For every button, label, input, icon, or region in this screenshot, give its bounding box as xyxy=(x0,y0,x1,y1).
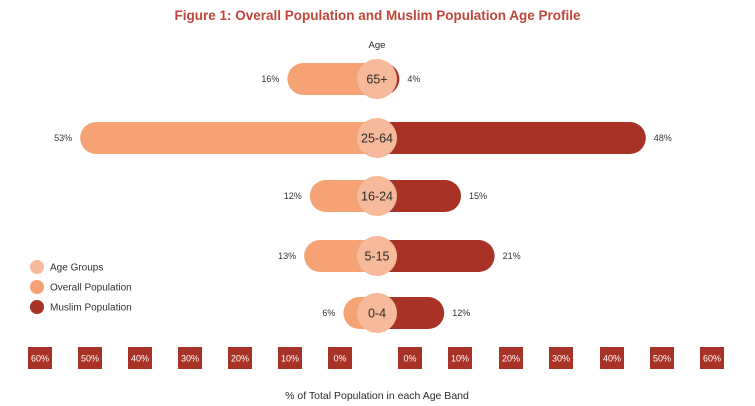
data-label-overall: 13% xyxy=(278,251,296,261)
bar-muslim-25-64 xyxy=(361,122,646,154)
tick-box xyxy=(600,347,624,369)
data-label-overall: 16% xyxy=(261,74,279,84)
tick-box xyxy=(178,347,202,369)
tick-box xyxy=(28,347,52,369)
tick-label: 0% xyxy=(333,354,346,364)
tick-label: 60% xyxy=(31,354,49,364)
tick-label: 40% xyxy=(603,354,621,364)
tick-label: 50% xyxy=(81,354,99,364)
tick-box xyxy=(499,347,523,369)
legend: Age Groups Overall Population Muslim Popul… xyxy=(30,260,132,314)
data-label-muslim: 4% xyxy=(407,74,420,84)
legend-swatch xyxy=(30,280,44,294)
tick-label: 40% xyxy=(131,354,149,364)
tick-box xyxy=(328,347,352,369)
tick-label: 30% xyxy=(181,354,199,364)
age-circle-16-24 xyxy=(357,176,397,216)
age-header: Age xyxy=(369,40,386,51)
bar-overall-25-64 xyxy=(80,122,393,154)
tick-label: 60% xyxy=(703,354,721,364)
tick-box xyxy=(650,347,674,369)
tick-box xyxy=(398,347,422,369)
bars-layer: 65+ 16% 4% 25-64 53% 48% 16-24 12% 15% 5-15 13% 21%… xyxy=(54,59,672,333)
data-label-overall: 12% xyxy=(284,191,302,201)
age-band-label: 25-64 xyxy=(361,132,393,146)
age-band-label: 16-24 xyxy=(361,190,393,204)
age-circle-5-15 xyxy=(357,236,397,276)
tick-label: 30% xyxy=(552,354,570,364)
age-circle-25-64 xyxy=(357,118,397,158)
x-axis-ticks: 60% 50% 40% 30% 20% 10% 0% 0% 10% 20% 30% 40% 50% 60% xyxy=(28,347,724,369)
tick-box xyxy=(128,347,152,369)
tick-label: 10% xyxy=(281,354,299,364)
age-band-label: 5-15 xyxy=(364,250,389,264)
legend-label: Age Groups xyxy=(50,263,103,274)
tick-label: 50% xyxy=(653,354,671,364)
tick-box xyxy=(278,347,302,369)
x-axis-label: % of Total Population in each Age Band xyxy=(285,390,469,402)
tick-label: 20% xyxy=(502,354,520,364)
data-label-muslim: 12% xyxy=(452,308,470,318)
legend-swatch xyxy=(30,260,44,274)
data-label-muslim: 21% xyxy=(503,251,521,261)
age-circle-65+ xyxy=(357,59,397,99)
tick-label: 0% xyxy=(403,354,416,364)
data-label-overall: 6% xyxy=(322,308,335,318)
age-circle-0-4 xyxy=(357,293,397,333)
legend-label: Overall Population xyxy=(50,283,132,294)
chart-title: Figure 1: Overall Population and Muslim … xyxy=(174,8,581,23)
data-label-overall: 53% xyxy=(54,133,72,143)
tick-box xyxy=(549,347,573,369)
data-label-muslim: 48% xyxy=(654,133,672,143)
age-band-label: 0-4 xyxy=(368,307,386,321)
tick-label: 10% xyxy=(451,354,469,364)
tick-box xyxy=(448,347,472,369)
legend-label: Muslim Population xyxy=(50,303,132,314)
data-label-muslim: 15% xyxy=(469,191,487,201)
age-band-label: 65+ xyxy=(366,73,387,87)
tick-label: 20% xyxy=(231,354,249,364)
legend-swatch xyxy=(30,300,44,314)
tick-box xyxy=(700,347,724,369)
tick-box xyxy=(228,347,252,369)
tick-box xyxy=(78,347,102,369)
